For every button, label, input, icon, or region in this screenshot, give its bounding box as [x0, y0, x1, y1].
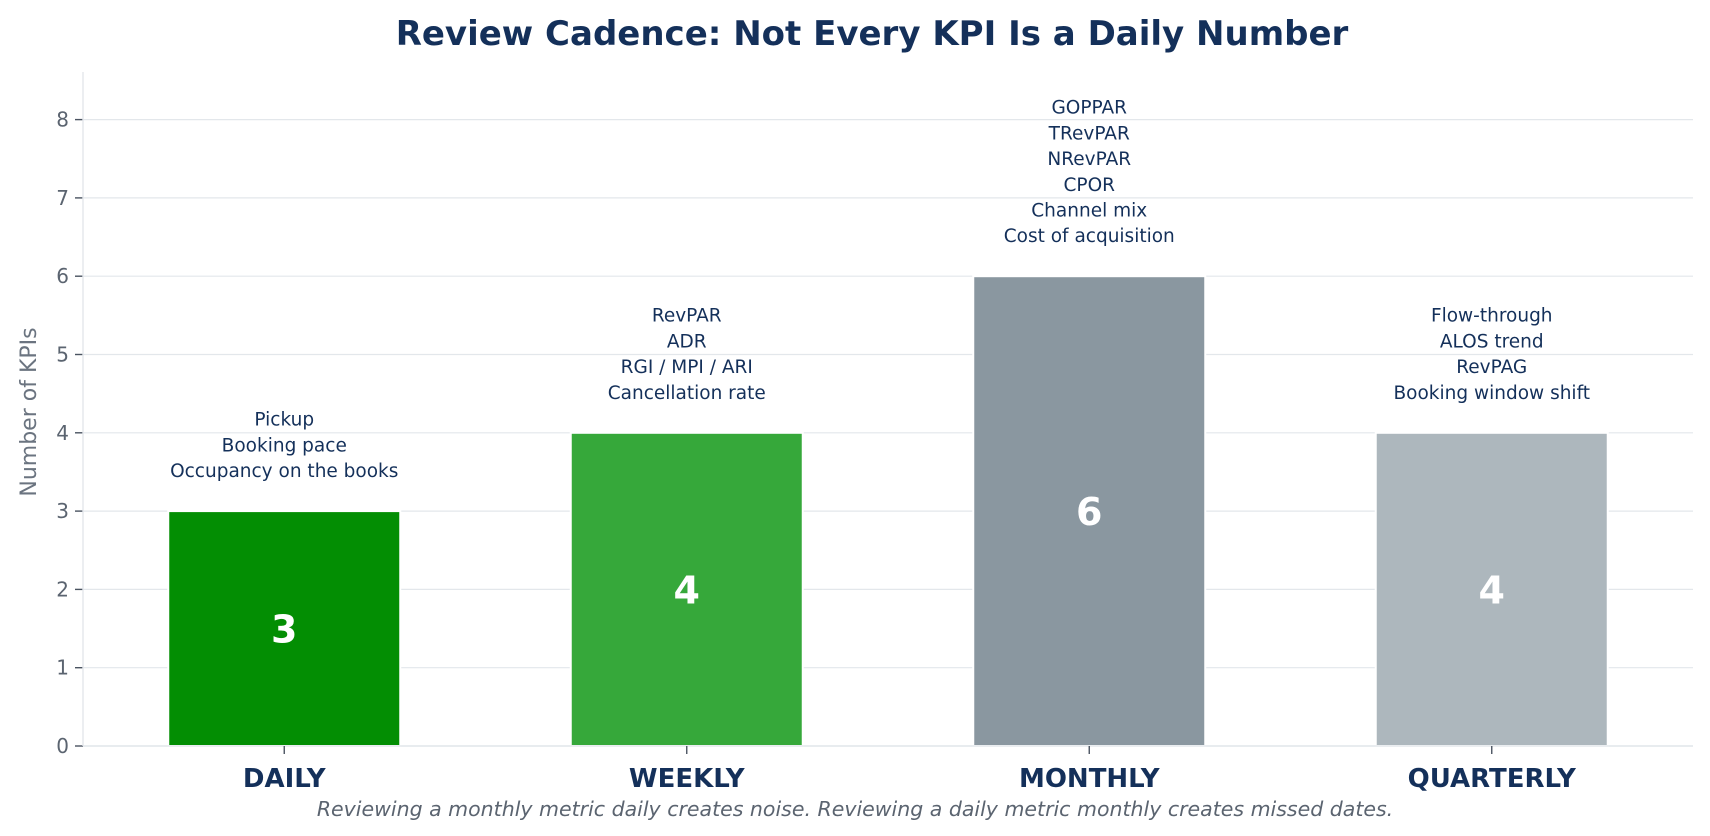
bar-daily: [167, 510, 402, 747]
kpi-label: NRevPAR: [1047, 149, 1131, 170]
bars: 3 Pickup Booking pace Occupancy on the book…: [167, 98, 1609, 747]
kpi-label: Flow-through: [1431, 306, 1553, 327]
y-tick-label: 1: [56, 656, 69, 680]
bar-value-label: 4: [1479, 568, 1505, 612]
kpi-label: TRevPAR: [1048, 123, 1130, 144]
y-tick-label: 0: [56, 734, 69, 758]
kpi-label: RGI / MPI / ARI: [621, 357, 753, 378]
kpi-label: Cancellation rate: [608, 383, 766, 404]
chart-caption: Reviewing a monthly metric daily creates…: [317, 797, 1393, 821]
bar-value-label: 3: [271, 608, 297, 652]
kpi-label: Booking pace: [222, 435, 347, 456]
x-tick-label-monthly: MONTHLY: [1019, 764, 1161, 794]
kpi-label: Cost of acquisition: [1004, 226, 1175, 247]
kpi-label: Booking window shift: [1393, 383, 1590, 404]
kpi-label: Pickup: [254, 410, 314, 431]
y-tick-label: 7: [56, 186, 69, 210]
kpi-label: ALOS trend: [1440, 331, 1544, 352]
kpi-label: RevPAG: [1456, 357, 1527, 378]
kpi-label: RevPAR: [652, 306, 722, 327]
y-tick-label: 8: [56, 108, 69, 132]
kpi-label: Channel mix: [1031, 201, 1147, 222]
bar-value-label: 4: [674, 568, 700, 612]
x-tick-label-quarterly: QUARTERLY: [1408, 764, 1577, 794]
y-tick-label: 2: [56, 577, 69, 601]
y-tick-label: 5: [56, 343, 69, 367]
kpi-label: ADR: [667, 331, 707, 352]
y-axis-label: Number of KPIs: [17, 327, 42, 496]
y-tick-label: 3: [56, 499, 69, 523]
kpi-label: GOPPAR: [1051, 98, 1127, 119]
x-tick-label-daily: DAILY: [243, 764, 327, 794]
axes: 0 1 2 3 4 5 6 7 8 DAILY WEEKLY MONTHLY QUARTERLY: [56, 72, 1693, 794]
y-tick-label: 4: [56, 421, 69, 445]
kpi-label: CPOR: [1064, 175, 1116, 196]
y-tick-label: 6: [56, 264, 69, 288]
kpi-label: Occupancy on the books: [170, 461, 398, 482]
chart-title: Review Cadence: Not Every KPI Is a Daily…: [396, 14, 1349, 54]
bar-value-label: 6: [1076, 490, 1102, 534]
x-tick-label-weekly: WEEKLY: [629, 764, 746, 794]
